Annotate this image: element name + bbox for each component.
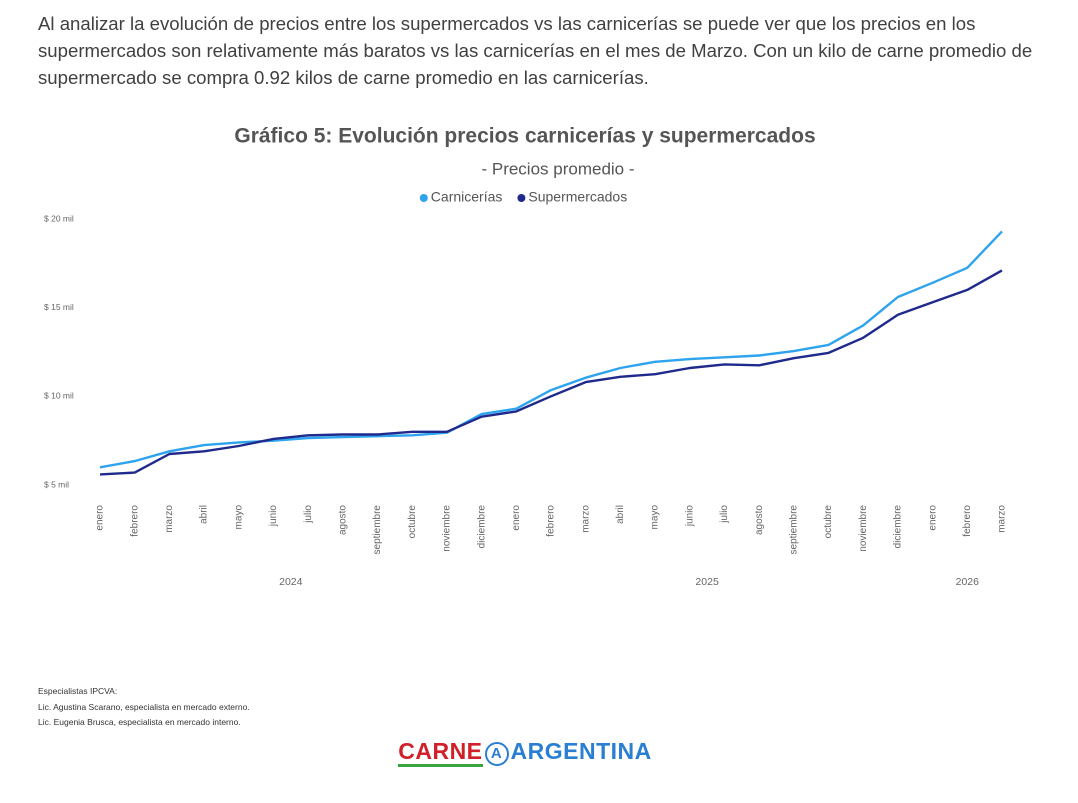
x-tick-label: enero bbox=[927, 505, 938, 531]
x-group-label: 2025 bbox=[695, 576, 719, 588]
logo-right: ARGENTINA bbox=[510, 738, 652, 764]
x-tick-label: marzo bbox=[164, 505, 175, 533]
x-tick-label: julio bbox=[303, 505, 314, 524]
x-tick-label: agosto bbox=[337, 505, 348, 535]
legend-marker bbox=[517, 194, 526, 202]
x-tick-label: octubre bbox=[407, 505, 418, 539]
legend-label: Carnicerías bbox=[431, 189, 503, 205]
x-tick-label: abril bbox=[199, 505, 210, 524]
y-tick-label: $ 20 mil bbox=[44, 213, 74, 223]
x-tick-label: marzo bbox=[997, 505, 1008, 533]
intro-paragraph: Al analizar la evolución de precios entr… bbox=[38, 13, 1033, 88]
x-tick-label: marzo bbox=[580, 505, 591, 533]
x-tick-label: mayo bbox=[233, 505, 244, 530]
logo-mark: A bbox=[484, 742, 509, 766]
x-tick-label: abril bbox=[615, 505, 626, 524]
legend-marker bbox=[419, 194, 428, 202]
x-tick-label: enero bbox=[511, 505, 522, 531]
chart: Gráfico 5: Evolución precios carnicerías… bbox=[44, 125, 1008, 588]
x-tick-label: diciembre bbox=[893, 505, 904, 549]
y-tick-label: $ 5 mil bbox=[44, 479, 69, 489]
chart-subtitle: - Precios promedio - bbox=[481, 159, 634, 178]
x-tick-label: diciembre bbox=[476, 505, 487, 549]
y-tick-label: $ 10 mil bbox=[44, 391, 74, 401]
logo: CARNE A ARGENTINA bbox=[0, 738, 1050, 767]
x-group-label: 2024 bbox=[279, 576, 303, 588]
x-tick-label: julio bbox=[719, 505, 730, 524]
x-tick-label: octubre bbox=[823, 505, 834, 539]
x-tick-label: mayo bbox=[650, 505, 661, 530]
x-tick-label: enero bbox=[95, 505, 106, 531]
series-line bbox=[99, 230, 1003, 469]
x-tick-label: septiembre bbox=[788, 505, 799, 555]
x-tick-label: junio bbox=[268, 505, 279, 528]
x-tick-label: junio bbox=[684, 505, 695, 528]
x-tick-label: noviembre bbox=[858, 505, 869, 552]
legend-label: Supermercados bbox=[528, 189, 627, 205]
x-tick-label: septiembre bbox=[372, 505, 383, 555]
x-tick-label: noviembre bbox=[442, 505, 453, 552]
x-tick-label: febrero bbox=[546, 505, 557, 537]
x-tick-label: febrero bbox=[129, 505, 140, 537]
y-tick-label: $ 15 mil bbox=[44, 302, 74, 312]
footer-line: Lic. Eugenia Brusca, especialista en mer… bbox=[38, 717, 241, 727]
footer-line: Especialistas IPCVA: bbox=[38, 686, 118, 696]
chart-title: Gráfico 5: Evolución precios carnicerías… bbox=[234, 125, 815, 148]
x-group-label: 2026 bbox=[956, 576, 980, 588]
logo-left: CARNE bbox=[398, 738, 483, 767]
footer-line: Lic. Agustina Scarano, especialista en m… bbox=[38, 702, 250, 712]
series-line bbox=[99, 269, 1003, 476]
x-tick-label: febrero bbox=[962, 505, 973, 537]
x-tick-label: agosto bbox=[754, 505, 765, 535]
